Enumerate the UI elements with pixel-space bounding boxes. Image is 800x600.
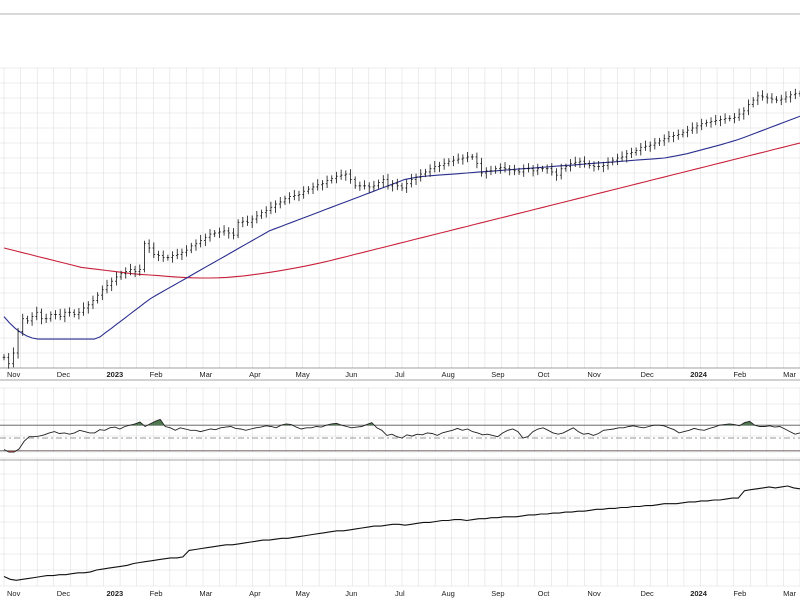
x-tick-label: Nov <box>587 370 601 379</box>
x-tick-label: Apr <box>249 370 261 379</box>
x-tick-label-bottom: Nov <box>587 589 601 598</box>
x-tick-label-bottom: Jul <box>395 589 405 598</box>
x-tick-label-bottom: Nov <box>7 589 21 598</box>
x-tick-label: May <box>296 370 310 379</box>
oscillator-panel <box>0 379 800 453</box>
x-tick-label: Sep <box>491 370 504 379</box>
x-tick-label-bottom: Dec <box>57 589 71 598</box>
x-tick-label-bottom: Dec <box>640 589 654 598</box>
x-tick-label: Jun <box>345 370 357 379</box>
ma-long-line <box>3 142 800 279</box>
x-tick-label-bottom: Apr <box>249 589 261 598</box>
x-tick-label-bottom: May <box>296 589 310 598</box>
x-tick-label-bottom: 2023 <box>107 589 124 598</box>
x-tick-label: 2024 <box>690 370 708 379</box>
x-tick-label-bottom: Mar <box>783 589 796 598</box>
x-tick-label-bottom: 2024 <box>690 589 708 598</box>
x-tick-label: Nov <box>7 370 21 379</box>
x-tick-label-bottom: Feb <box>150 589 163 598</box>
x-tick-label: Aug <box>441 370 454 379</box>
x-tick-label: Dec <box>57 370 71 379</box>
x-tick-label-bottom: Mar <box>199 589 212 598</box>
x-tick-label: Mar <box>783 370 796 379</box>
x-tick-label-bottom: Feb <box>733 589 746 598</box>
x-tick-label: Feb <box>150 370 163 379</box>
x-tick-label: Oct <box>538 370 551 379</box>
x-tick-label: Jul <box>395 370 405 379</box>
x-tick-label: Dec <box>640 370 654 379</box>
x-tick-label: Feb <box>733 370 746 379</box>
ma-short-line <box>3 115 800 340</box>
x-tick-label-bottom: Jun <box>345 589 357 598</box>
x-tick-label: 2023 <box>107 370 124 379</box>
x-tick-label-bottom: Aug <box>441 589 454 598</box>
relative-line <box>3 485 800 581</box>
price-panel <box>0 67 800 369</box>
x-tick-label-bottom: Oct <box>538 589 551 598</box>
x-tick-label-bottom: Sep <box>491 589 504 598</box>
oscillator-line <box>3 418 800 453</box>
x-axis-labels: Nov Nov Dec Dec 2023 2023 Feb Feb Mar Mar Apr Apr Ma… <box>7 370 797 598</box>
relative-strength-panel <box>0 457 800 587</box>
x-tick-label: Mar <box>199 370 212 379</box>
